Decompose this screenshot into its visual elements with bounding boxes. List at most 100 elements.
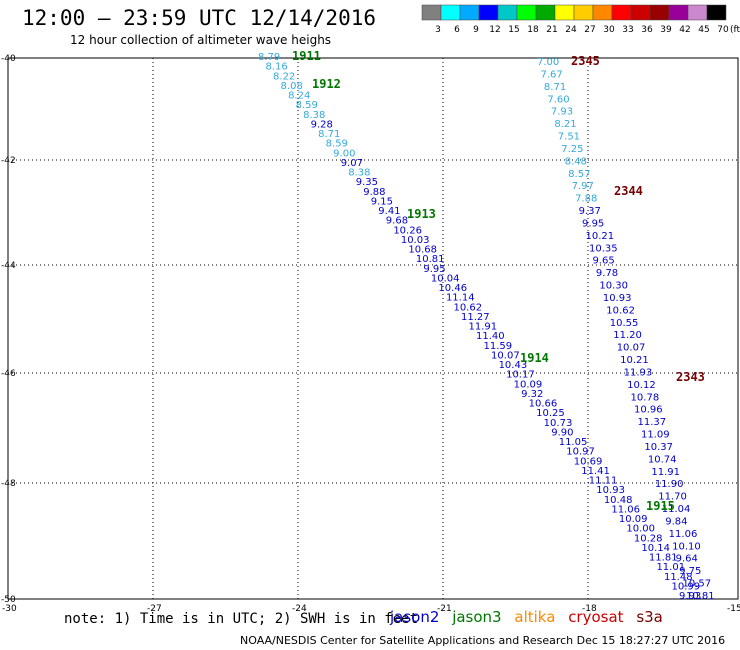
swh-value-left: 11.06 <box>611 504 640 515</box>
lon-label: -27 <box>147 604 162 614</box>
swh-value-left: 10.09 <box>514 379 543 390</box>
swh-value-left: 11.81 <box>649 553 678 564</box>
swh-value-right: 11.20 <box>613 330 642 341</box>
swh-value-right: 10.10 <box>672 541 701 552</box>
swh-value-left: 10.09 <box>619 514 648 525</box>
swh-value-left: 11.41 <box>581 466 610 477</box>
swh-value-left: 9.68 <box>386 216 408 227</box>
swh-value-left: 9.90 <box>551 427 573 438</box>
swh-value-left: 11.01 <box>656 562 685 573</box>
swh-value-left: 10.04 <box>431 273 460 284</box>
swh-value-right: 7.60 <box>547 94 569 105</box>
swh-value-right: 10.74 <box>648 454 677 465</box>
satellite-legend: jason2 jason3 altika cryosat s3a <box>390 608 671 626</box>
swh-value-left: 10.00 <box>626 524 655 535</box>
swh-value-right: 7.97 <box>572 181 594 192</box>
swh-value-right: 11.06 <box>669 529 698 540</box>
legend-altika: altika <box>514 608 556 626</box>
lon-label: -21 <box>437 604 452 614</box>
swh-value-right: 10.07 <box>617 343 646 354</box>
swh-value-left: 9.32 <box>521 389 543 400</box>
pass-time-label: 1913 <box>407 207 436 221</box>
swh-value-right: 10.81 <box>686 591 715 602</box>
swh-value-right: 10.93 <box>603 293 632 304</box>
swh-value-right: 8.21 <box>554 119 576 130</box>
swh-value-left: 10.68 <box>408 245 437 256</box>
swh-value-right: 7.51 <box>558 132 580 143</box>
swh-value-left: 10.97 <box>566 447 595 458</box>
swh-value-right: 10.55 <box>610 318 639 329</box>
swh-value-left: 9.35 <box>356 177 378 188</box>
swh-value-left: 8.59 <box>326 139 348 150</box>
swh-value-right: 9.37 <box>579 206 601 217</box>
lon-label: -24 <box>292 604 307 614</box>
legend-s3a: s3a <box>636 608 663 626</box>
swh-value-right: 9.75 <box>679 566 701 577</box>
swh-value-right: 10.35 <box>589 243 618 254</box>
swh-value-right: 10.96 <box>634 405 663 416</box>
swh-value-right: 10.62 <box>606 305 635 316</box>
swh-value-right: 8.57 <box>568 169 590 180</box>
swh-value-left: 8.24 <box>288 91 310 102</box>
swh-value-left: 10.66 <box>529 399 558 410</box>
swh-value-right: 10.57 <box>683 579 712 590</box>
swh-value-left: 9.95 <box>423 264 445 275</box>
swh-value-left: 9.28 <box>311 119 333 130</box>
swh-value-right: 11.90 <box>655 479 684 490</box>
pass-time-label: 1912 <box>312 77 341 91</box>
swh-value-left: 11.40 <box>476 331 505 342</box>
swh-value-left: 10.73 <box>544 418 573 429</box>
swh-value-right: 9.78 <box>596 268 618 279</box>
swh-value-left: 11.11 <box>589 476 618 487</box>
swh-value-right: 11.93 <box>624 367 653 378</box>
swh-value-left: 11.91 <box>469 322 498 333</box>
swh-value-left: 8.08 <box>281 81 303 92</box>
swh-value-left: 10.28 <box>634 533 663 544</box>
pass-time-label: 1914 <box>520 351 549 365</box>
swh-value-right: 7.93 <box>551 107 573 118</box>
swh-value-left: 9.00 <box>333 148 355 159</box>
swh-value-left: 10.43 <box>499 360 528 371</box>
swh-value-left: 10.69 <box>574 456 603 467</box>
swh-value-left: 9.93 <box>679 591 701 602</box>
swh-value-left: 10.99 <box>671 581 700 592</box>
swh-value-left: 8.38 <box>303 110 325 121</box>
swh-value-left: 10.26 <box>393 225 422 236</box>
swh-value-right: 9.64 <box>676 554 698 565</box>
swh-value-right: 10.21 <box>586 231 615 242</box>
page-title: 12:00 – 23:59 UTC 12/14/2016 <box>22 6 377 30</box>
swh-value-left: 10.46 <box>438 283 467 294</box>
swh-value-right: 11.04 <box>662 504 691 515</box>
legend-jason3: jason3 <box>452 608 502 626</box>
lon-label: -30 <box>2 604 17 614</box>
swh-value-left: 11.27 <box>461 312 490 323</box>
lon-label: -18 <box>582 604 597 614</box>
pass-time-label: 2344 <box>614 184 643 198</box>
pass-time-label: 2345 <box>571 54 600 68</box>
swh-value-right: 9.95 <box>582 218 604 229</box>
swh-value-right: 9.65 <box>592 256 614 267</box>
swh-value-right: 7.25 <box>561 144 583 155</box>
swh-value-left: 10.93 <box>596 485 625 496</box>
swh-value-left: 11.05 <box>559 437 588 448</box>
swh-value-right: 11.09 <box>641 430 670 441</box>
swh-value-left: 10.25 <box>536 408 565 419</box>
pass-time-label: 2343 <box>676 370 705 384</box>
swh-value-left: 10.81 <box>416 254 445 265</box>
swh-value-right: 10.30 <box>599 281 628 292</box>
swh-value-right: 10.21 <box>620 355 649 366</box>
swh-value-left: 8.38 <box>348 168 370 179</box>
lat-label: -50 <box>1 595 16 605</box>
swh-value-right: 11.70 <box>658 492 687 503</box>
legend-cryosat: cryosat <box>568 608 624 626</box>
swh-value-left: 9.41 <box>378 206 400 217</box>
swh-value-right: 7.67 <box>540 69 562 80</box>
legend-jason2: jason2 <box>390 608 440 626</box>
swh-value-left: 8.16 <box>266 62 288 73</box>
swh-value-left: 11.59 <box>484 341 513 352</box>
swh-value-left: 9.88 <box>363 187 385 198</box>
footer-note: note: 1) Time is in UTC; 2) SWH is in fe… <box>64 611 419 627</box>
lat-label: -44 <box>1 261 16 271</box>
swh-value-left: 10.03 <box>401 235 430 246</box>
